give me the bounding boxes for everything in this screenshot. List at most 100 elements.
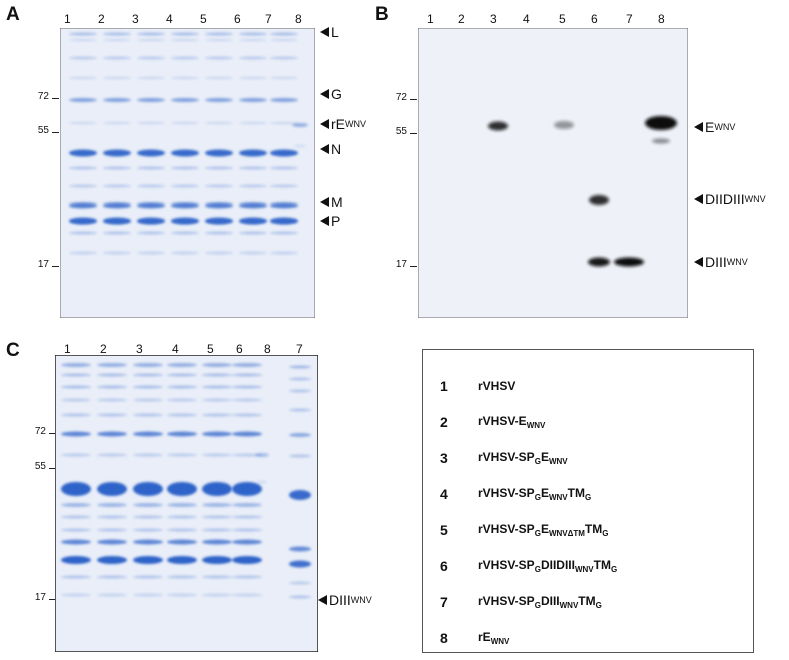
panel-c-gel bbox=[55, 355, 318, 652]
mw-marker-tick bbox=[49, 599, 56, 600]
legend-lane-number: 6 bbox=[440, 558, 448, 574]
band-label: P bbox=[331, 213, 341, 229]
band-label: DIII bbox=[705, 254, 727, 270]
arrowhead-icon bbox=[694, 257, 703, 267]
legend-construct-label: rVHSV-EWNV bbox=[478, 414, 545, 430]
band-label-subscript: WNV bbox=[726, 257, 748, 267]
legend-label-part: rVHSV-SP bbox=[478, 486, 535, 500]
mw-marker-label: 17 bbox=[37, 259, 49, 270]
lane-label: 3 bbox=[490, 12, 497, 26]
mw-marker-tick bbox=[49, 468, 56, 469]
band-label: DIIDIII bbox=[705, 191, 745, 207]
mw-marker-tick bbox=[52, 266, 59, 267]
arrowhead-icon bbox=[320, 89, 329, 99]
lane-label: 8 bbox=[264, 342, 271, 356]
legend-label-subscript: G bbox=[602, 529, 609, 538]
mw-marker-label: 17 bbox=[34, 592, 46, 603]
legend-row: 8 rEWNV bbox=[423, 626, 753, 650]
legend-construct-label: rVHSV-SPGEWNVΔTMTMG bbox=[478, 522, 608, 538]
mw-marker-tick bbox=[52, 98, 59, 99]
mw-marker-label: 72 bbox=[34, 426, 46, 437]
legend-label-part: rE bbox=[478, 630, 491, 644]
legend-label-subscript: G bbox=[534, 457, 541, 466]
lane-label: 8 bbox=[295, 12, 302, 26]
legend-construct-label: rVHSV-SPGEWNV bbox=[478, 450, 568, 466]
band-label-subscript: WNV bbox=[714, 122, 736, 132]
panel-c-gel-image bbox=[55, 355, 318, 652]
panel-b-letter: B bbox=[375, 4, 389, 25]
legend-row: 5 rVHSV-SPGEWNVΔTMTMG bbox=[423, 518, 753, 542]
legend-row: 7 rVHSV-SPGDIIIWNVTMG bbox=[423, 590, 753, 614]
lane-label: 2 bbox=[458, 12, 465, 26]
panel-b-blot bbox=[418, 28, 688, 318]
legend-lane-number: 3 bbox=[440, 450, 448, 466]
band-label: DIII bbox=[329, 592, 351, 608]
legend-construct-label: rVHSV-SPGDIIIWNVTMG bbox=[478, 594, 602, 610]
mw-marker-label: 55 bbox=[37, 125, 49, 136]
mw-marker-tick bbox=[410, 99, 417, 100]
band-label: L bbox=[331, 24, 339, 40]
legend-label-part: TM bbox=[593, 558, 611, 572]
lane-label: 4 bbox=[523, 12, 530, 26]
lane-label: 5 bbox=[559, 12, 566, 26]
legend-row: 6 rVHSV-SPGDIIDIIIWNVTMG bbox=[423, 554, 753, 578]
band-label: M bbox=[331, 194, 343, 210]
legend-lane-number: 1 bbox=[440, 378, 448, 394]
legend-label-subscript: WNV bbox=[548, 493, 568, 502]
lane-label: 1 bbox=[427, 12, 434, 26]
legend-row: 2 rVHSV-EWNV bbox=[423, 410, 753, 434]
legend-label-part: E bbox=[540, 450, 549, 464]
arrowhead-icon bbox=[320, 144, 329, 154]
arrowhead-icon bbox=[320, 216, 329, 226]
panel-b-blot-image bbox=[418, 28, 688, 318]
legend-label-subscript: G bbox=[534, 601, 541, 610]
legend-label-subscript: WNVΔTM bbox=[548, 529, 585, 538]
legend-lane-number: 2 bbox=[440, 414, 448, 430]
legend-construct-label: rVHSV-SPGDIIDIIIWNVTMG bbox=[478, 558, 617, 574]
band-annotation: L bbox=[320, 24, 339, 40]
arrowhead-icon bbox=[694, 194, 703, 204]
legend-label-part: rVHSV-SP bbox=[478, 558, 535, 572]
band-annotation: N bbox=[320, 141, 341, 157]
lane-label: 3 bbox=[136, 342, 143, 356]
legend-row: 4 rVHSV-SPGEWNVTMG bbox=[423, 482, 753, 506]
arrowhead-icon bbox=[318, 595, 327, 605]
legend-construct-label: rEWNV bbox=[478, 630, 509, 646]
lane-label: 4 bbox=[166, 12, 173, 26]
band-label: N bbox=[331, 141, 342, 157]
band-label: E bbox=[705, 119, 715, 135]
legend-label-part: rVHSV-SP bbox=[478, 594, 535, 608]
panel-c-letter: C bbox=[6, 340, 20, 361]
lane-label: 2 bbox=[98, 12, 105, 26]
legend-row: 3 rVHSV-SPGEWNV bbox=[423, 446, 753, 470]
legend-lane-number: 4 bbox=[440, 486, 448, 502]
lane-label: 3 bbox=[132, 12, 139, 26]
band-label: rE bbox=[331, 116, 345, 132]
band-annotation: P bbox=[320, 213, 340, 229]
lane-label: 1 bbox=[64, 12, 71, 26]
legend-label-subscript: WNV bbox=[490, 637, 510, 646]
legend-box: 1 rVHSV 2 rVHSV-EWNV 3 rVHSV-SPGEWNV 4 rVHSV-SP… bbox=[422, 349, 754, 653]
band-annotation: DIIDIII WNV bbox=[694, 191, 766, 207]
legend-label-part: rVHSV-SP bbox=[478, 450, 535, 464]
legend-label-subscript: G bbox=[534, 565, 541, 574]
legend-construct-label: rVHSV-SPGEWNVTMG bbox=[478, 486, 591, 502]
legend-label-subscript: WNV bbox=[526, 421, 546, 430]
legend-label-part: TM bbox=[584, 522, 603, 536]
mw-marker-tick bbox=[410, 133, 417, 134]
legend-label-part: TM bbox=[567, 486, 585, 500]
panel-a-gel-image bbox=[60, 28, 315, 318]
legend-label-part: DIIDIII bbox=[540, 558, 575, 572]
legend-label-subscript: WNV bbox=[548, 457, 568, 466]
legend-label-subscript: G bbox=[534, 529, 541, 538]
legend-label-subscript: G bbox=[584, 493, 592, 502]
band-label-subscript: WNV bbox=[345, 119, 366, 129]
lane-label: 5 bbox=[207, 342, 214, 356]
legend-label-subscript: G bbox=[610, 565, 618, 574]
lane-label: 7 bbox=[296, 342, 303, 356]
mw-marker-label: 72 bbox=[37, 91, 49, 102]
arrowhead-icon bbox=[694, 122, 703, 132]
lane-label: 1 bbox=[64, 342, 71, 356]
band-label: G bbox=[331, 86, 342, 102]
arrowhead-icon bbox=[320, 197, 329, 207]
